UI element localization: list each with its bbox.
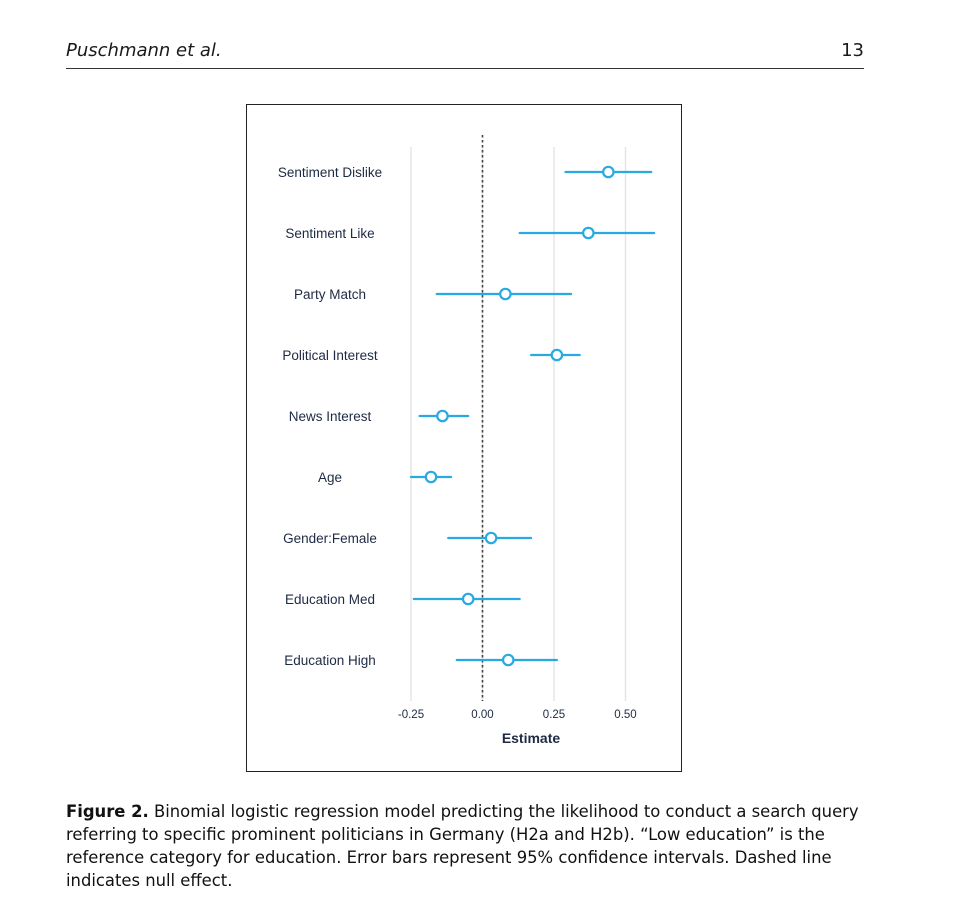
estimate-point-3 [550,348,564,362]
x-tick-label-1: 0.00 [471,709,493,721]
running-head: Puschmann et al. 13 [66,40,864,68]
estimate-point-7 [461,592,475,606]
estimate-point-2 [499,287,512,301]
category-label-0: Sentiment Dislike [278,165,382,180]
category-labels: Sentiment Dislike Sentiment Like Party Mat… [278,165,382,668]
x-axis-title: Estimate [502,730,561,746]
estimate-point-8 [501,653,515,667]
figure-frame: Sentiment Dislike Sentiment Like Party Mat… [246,104,682,772]
estimate-point-5 [424,470,438,484]
caption-label: Figure 2. [66,802,149,821]
page-number: 13 [841,40,864,61]
estimate-point-0 [602,165,615,179]
estimate-points [424,165,615,667]
category-label-1: Sentiment Like [285,226,374,241]
header-rule [66,68,864,69]
category-label-5: Age [318,470,342,485]
estimate-point-6 [484,531,498,545]
x-tick-label-2: 0.25 [543,709,565,721]
x-tick-labels: -0.25 0.00 0.25 0.50 [398,709,637,721]
x-tick-label-0: -0.25 [398,709,424,721]
category-label-3: Political Interest [282,348,378,363]
caption-text: Binomial logistic regression model predi… [66,802,859,890]
figure-caption: Figure 2. Binomial logistic regression m… [66,800,866,892]
coefficient-chart: Sentiment Dislike Sentiment Like Party Mat… [278,135,656,746]
author-name: Puschmann et al. [66,40,222,61]
grid-lines [410,147,627,701]
category-label-8: Education High [284,653,376,668]
category-label-2: Party Match [294,287,366,302]
category-label-6: Gender:Female [283,531,377,546]
category-label-7: Education Med [285,592,375,607]
estimate-point-4 [436,409,449,423]
estimate-point-1 [582,226,595,240]
x-tick-label-3: 0.50 [614,709,636,721]
category-label-4: News Interest [289,409,372,424]
